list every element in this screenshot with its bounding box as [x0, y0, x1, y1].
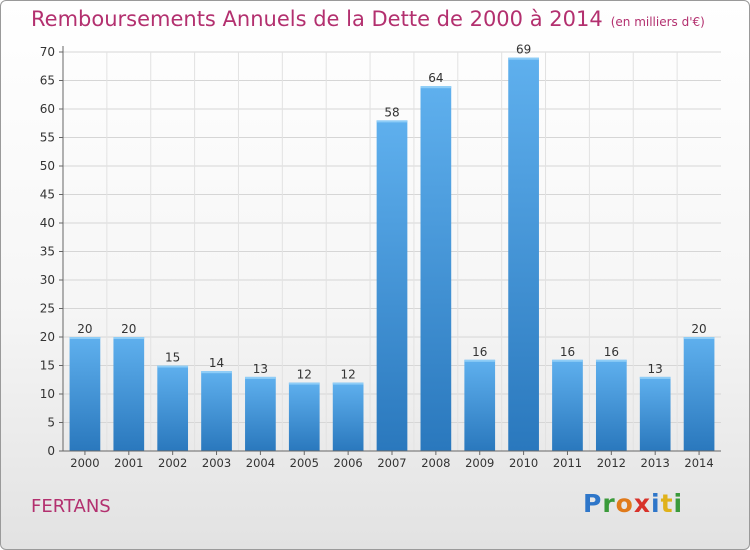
bar [245, 376, 276, 451]
bar-highlight [595, 359, 627, 362]
bar-highlight [376, 120, 408, 123]
x-tick-label: 2014 [684, 456, 713, 470]
bars [69, 57, 715, 452]
bar [157, 365, 189, 451]
data-label: 64 [428, 71, 443, 85]
bar [332, 382, 364, 451]
bar-highlight [639, 376, 671, 379]
x-tick-label: 2005 [290, 456, 319, 470]
bar [69, 337, 101, 451]
bar-highlight [245, 376, 276, 379]
x-tick-label: 2003 [202, 456, 231, 470]
x-tick-label: 2011 [553, 456, 582, 470]
bar-highlight [464, 359, 496, 362]
bar [508, 57, 539, 451]
bar [552, 359, 583, 451]
y-tick-label: 65 [40, 74, 55, 88]
chart-title-text: Remboursements Annuels de la Dette de 20… [31, 7, 603, 31]
data-label: 16 [560, 345, 575, 359]
bar [420, 86, 452, 451]
y-tick-label: 35 [40, 245, 55, 259]
y-tick-label: 40 [40, 216, 55, 230]
y-tick-label: 5 [47, 416, 55, 430]
bar [464, 359, 496, 451]
y-tick-label: 60 [40, 102, 55, 116]
y-tick-label: 15 [40, 359, 55, 373]
logo-letter: i [651, 489, 661, 518]
data-label: 13 [253, 362, 268, 376]
bar [288, 382, 320, 451]
y-tick-label: 20 [40, 330, 55, 344]
logo-letter: r [602, 489, 616, 518]
x-tick-label: 2012 [597, 456, 626, 470]
x-tick-label: 2006 [333, 456, 362, 470]
data-label: 20 [691, 322, 706, 336]
bar [376, 120, 408, 452]
data-label: 20 [121, 322, 136, 336]
bar-highlight [332, 382, 364, 385]
x-tick-label: 2002 [158, 456, 187, 470]
bar-highlight [288, 382, 320, 385]
data-label: 13 [648, 362, 663, 376]
data-label: 12 [340, 368, 355, 382]
y-tick-label: 10 [40, 387, 55, 401]
bar-highlight [552, 359, 583, 362]
bar [113, 337, 145, 451]
bar-highlight [157, 365, 189, 368]
x-tick-label: 2001 [114, 456, 143, 470]
chart-title: Remboursements Annuels de la Dette de 20… [31, 7, 705, 31]
x-tick-label: 2004 [246, 456, 275, 470]
place-name: FERTANS [31, 496, 111, 517]
y-tick-label: 0 [47, 444, 55, 458]
data-label: 12 [297, 368, 312, 382]
logo-letter: t [660, 489, 674, 518]
bar [683, 337, 715, 451]
bar [639, 376, 671, 451]
bar-highlight [683, 337, 715, 339]
bar-highlight [69, 337, 101, 339]
data-label: 15 [165, 351, 180, 365]
data-label: 69 [516, 43, 531, 57]
bar-highlight [420, 86, 452, 89]
y-tick-label: 45 [40, 188, 55, 202]
bar [201, 371, 232, 451]
y-tick-label: 25 [40, 302, 55, 316]
axes: 0 5 10 15 20 25 30 35 40 45 50 55 60 65 70 2000 2001 2002… [40, 45, 721, 470]
logo-letter: o [615, 489, 634, 518]
data-label: 16 [472, 345, 487, 359]
data-label: 20 [77, 322, 92, 336]
data-label: 58 [384, 105, 399, 119]
proxiti-logo: Proxiti [583, 489, 683, 518]
y-tick-label: 30 [40, 273, 55, 287]
logo-letter: x [633, 489, 651, 518]
y-tick-label: 70 [40, 45, 55, 59]
bar-highlight [113, 337, 145, 339]
data-label: 14 [209, 356, 224, 370]
data-label: 16 [604, 345, 619, 359]
x-tick-label: 2010 [509, 456, 538, 470]
bar [595, 359, 627, 451]
x-tick-label: 2008 [421, 456, 450, 470]
data-labels: 20 20 15 14 13 12 12 58 64 16 69 16 16 13 20 [77, 43, 706, 382]
x-tick-label: 2013 [641, 456, 670, 470]
bar-highlight [201, 371, 232, 374]
logo-letter: P [583, 489, 603, 518]
logo-letter: i [673, 489, 684, 518]
chart-subtitle: (en milliers d'€) [610, 15, 705, 29]
x-tick-label: 2007 [377, 456, 406, 470]
x-tick-label: 2009 [465, 456, 494, 470]
y-tick-label: 55 [40, 131, 55, 145]
bar-highlight [508, 57, 539, 60]
y-tick-label: 50 [40, 159, 55, 173]
x-tick-label: 2000 [70, 456, 99, 470]
